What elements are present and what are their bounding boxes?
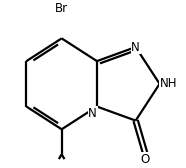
Text: Br: Br (55, 2, 68, 15)
Text: N: N (88, 107, 97, 120)
Text: N: N (131, 40, 140, 54)
Text: NH: NH (160, 77, 177, 90)
Text: O: O (140, 153, 150, 166)
